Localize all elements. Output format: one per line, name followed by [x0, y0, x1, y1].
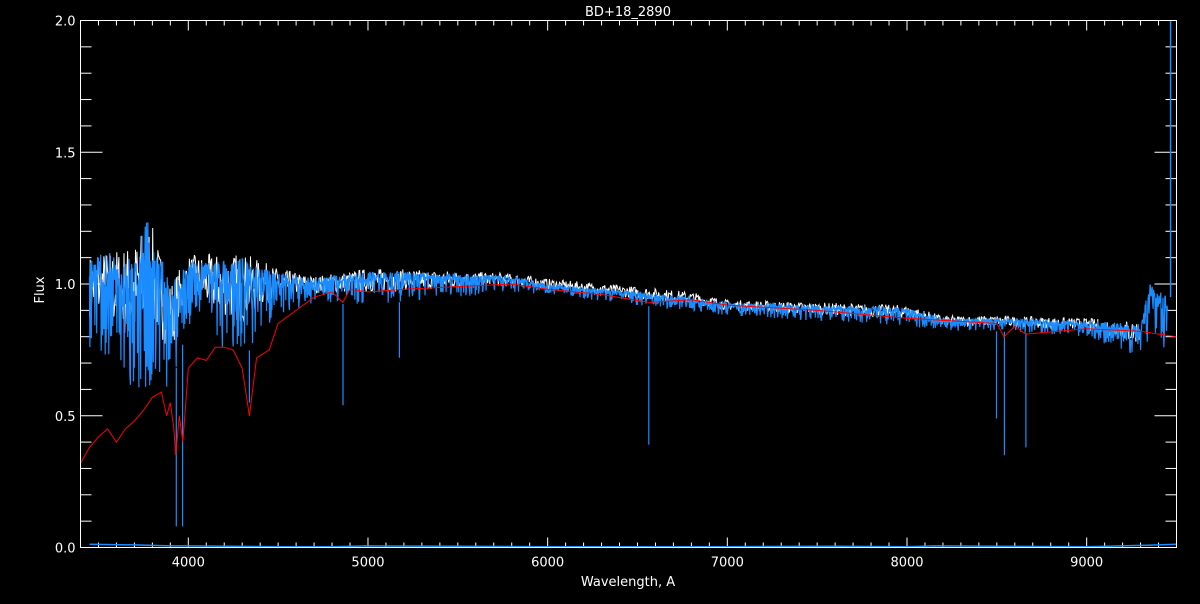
axis-ticks: 4000 5000 6000 7000 8000 9000 0.0 0.5 1.0 1.5 2.0 [55, 15, 1177, 571]
x-axis-label: Wavelength, A [581, 575, 675, 590]
x-tick-label: 5000 [351, 556, 384, 571]
x-tick-label: 7000 [711, 556, 744, 571]
chart-title: BD+18_2890 [585, 5, 671, 20]
error-spectrum-line [89, 543, 1177, 548]
y-axis-label: Flux [33, 276, 48, 303]
x-tick-label: 6000 [531, 556, 564, 571]
y-tick-label: 0.0 [55, 542, 76, 557]
x-tick-label: 8000 [890, 556, 923, 571]
y-tick-label: 1.5 [55, 146, 76, 161]
y-tick-label: 1.0 [55, 278, 76, 293]
plot-frame [80, 20, 1177, 548]
x-tick-label: 4000 [172, 556, 205, 571]
plot-area [80, 20, 1177, 548]
observed-spectrum-line [88, 222, 1169, 527]
x-tick-label: 9000 [1070, 556, 1103, 571]
y-tick-label: 0.5 [55, 410, 76, 425]
model-spectrum-line [80, 283, 1177, 464]
y-tick-label: 2.0 [55, 15, 76, 30]
